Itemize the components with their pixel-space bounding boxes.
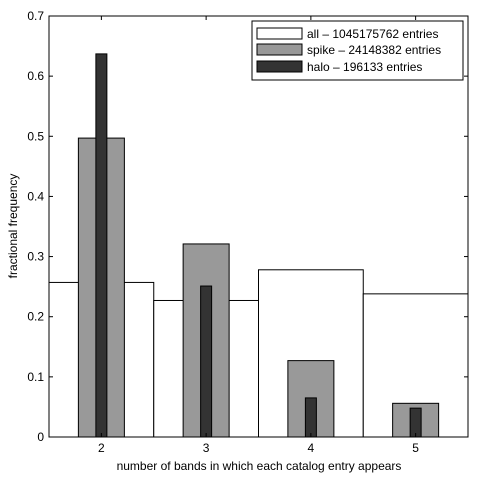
- legend-swatch-spike: [256, 43, 303, 56]
- y-axis-label: fractional frequency: [6, 174, 20, 279]
- y-tick-label: 0.5: [27, 129, 44, 143]
- y-tick-label: 0.2: [27, 310, 44, 324]
- bar-halo-5: [409, 407, 422, 438]
- y-tick-label: 0.6: [27, 69, 44, 83]
- y-tick-label: 0.3: [27, 250, 44, 264]
- legend-label-all: all – 1045175762 entries: [307, 27, 438, 41]
- x-tick-label: 3: [203, 441, 210, 455]
- bar-halo-4: [304, 397, 317, 438]
- plot-area-frame: [48, 15, 469, 438]
- legend-swatch-all: [256, 27, 303, 40]
- y-axis: 0 0.1 0.2 0.3 0.4 0.5 0.6 0.7: [27, 9, 468, 444]
- legend: all – 1045175762 entries spike – 2414838…: [251, 20, 464, 81]
- bar-all-4: [258, 269, 364, 438]
- bar-halo-2: [95, 53, 108, 438]
- legend-swatch-halo: [256, 60, 303, 73]
- y-tick-label: 0.4: [27, 189, 44, 203]
- x-tick-label: 4: [308, 441, 315, 455]
- y-tick-label: 0.7: [27, 9, 44, 23]
- y-tick-label: 0.1: [27, 370, 44, 384]
- x-tick-label: 2: [98, 441, 105, 455]
- x-tick-label: 5: [412, 441, 419, 455]
- x-axis: 2 3 4 5: [98, 16, 419, 455]
- legend-label-spike: spike – 24148382 entries: [307, 43, 441, 57]
- y-tick-label: 0: [37, 430, 44, 444]
- legend-label-halo: halo – 196133 entries: [307, 60, 422, 74]
- x-axis-label: number of bands in which each catalog en…: [117, 459, 402, 473]
- bar-halo-3: [200, 285, 213, 438]
